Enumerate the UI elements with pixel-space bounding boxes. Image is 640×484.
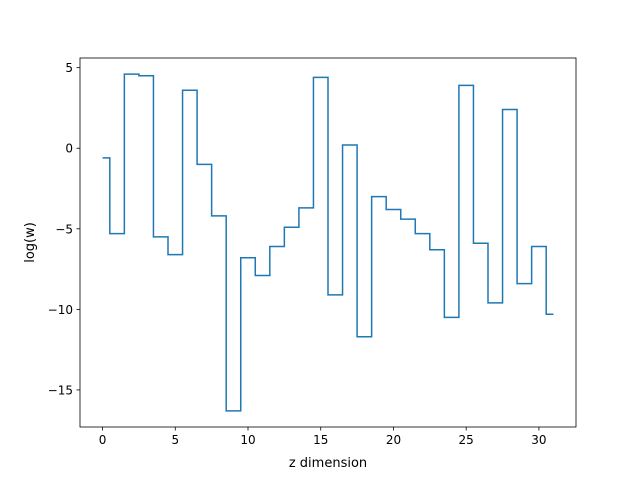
x-tick-label: 20	[386, 433, 401, 447]
y-tick-label: 0	[65, 142, 73, 156]
plot-series	[102, 73, 554, 412]
y-tick-label: −10	[48, 303, 73, 317]
x-tick-label: 0	[99, 433, 107, 447]
y-tick-label: 5	[65, 61, 73, 75]
x-tick-label: 15	[313, 433, 328, 447]
x-axis-label: z dimension	[289, 456, 367, 471]
axis-ticks: 0 5 10 15 20 25 30 5 0 −5 −10 −15	[48, 61, 547, 447]
x-tick-label: 25	[459, 433, 474, 447]
y-axis-label: log(w)	[23, 222, 38, 263]
y-tick-label: −15	[48, 383, 73, 397]
series-line	[102, 73, 554, 412]
x-tick-label: 10	[240, 433, 255, 447]
y-tick-label: −5	[55, 222, 73, 236]
axes-frame	[79, 57, 577, 428]
x-tick-label: 5	[171, 433, 179, 447]
x-tick-label: 30	[531, 433, 546, 447]
